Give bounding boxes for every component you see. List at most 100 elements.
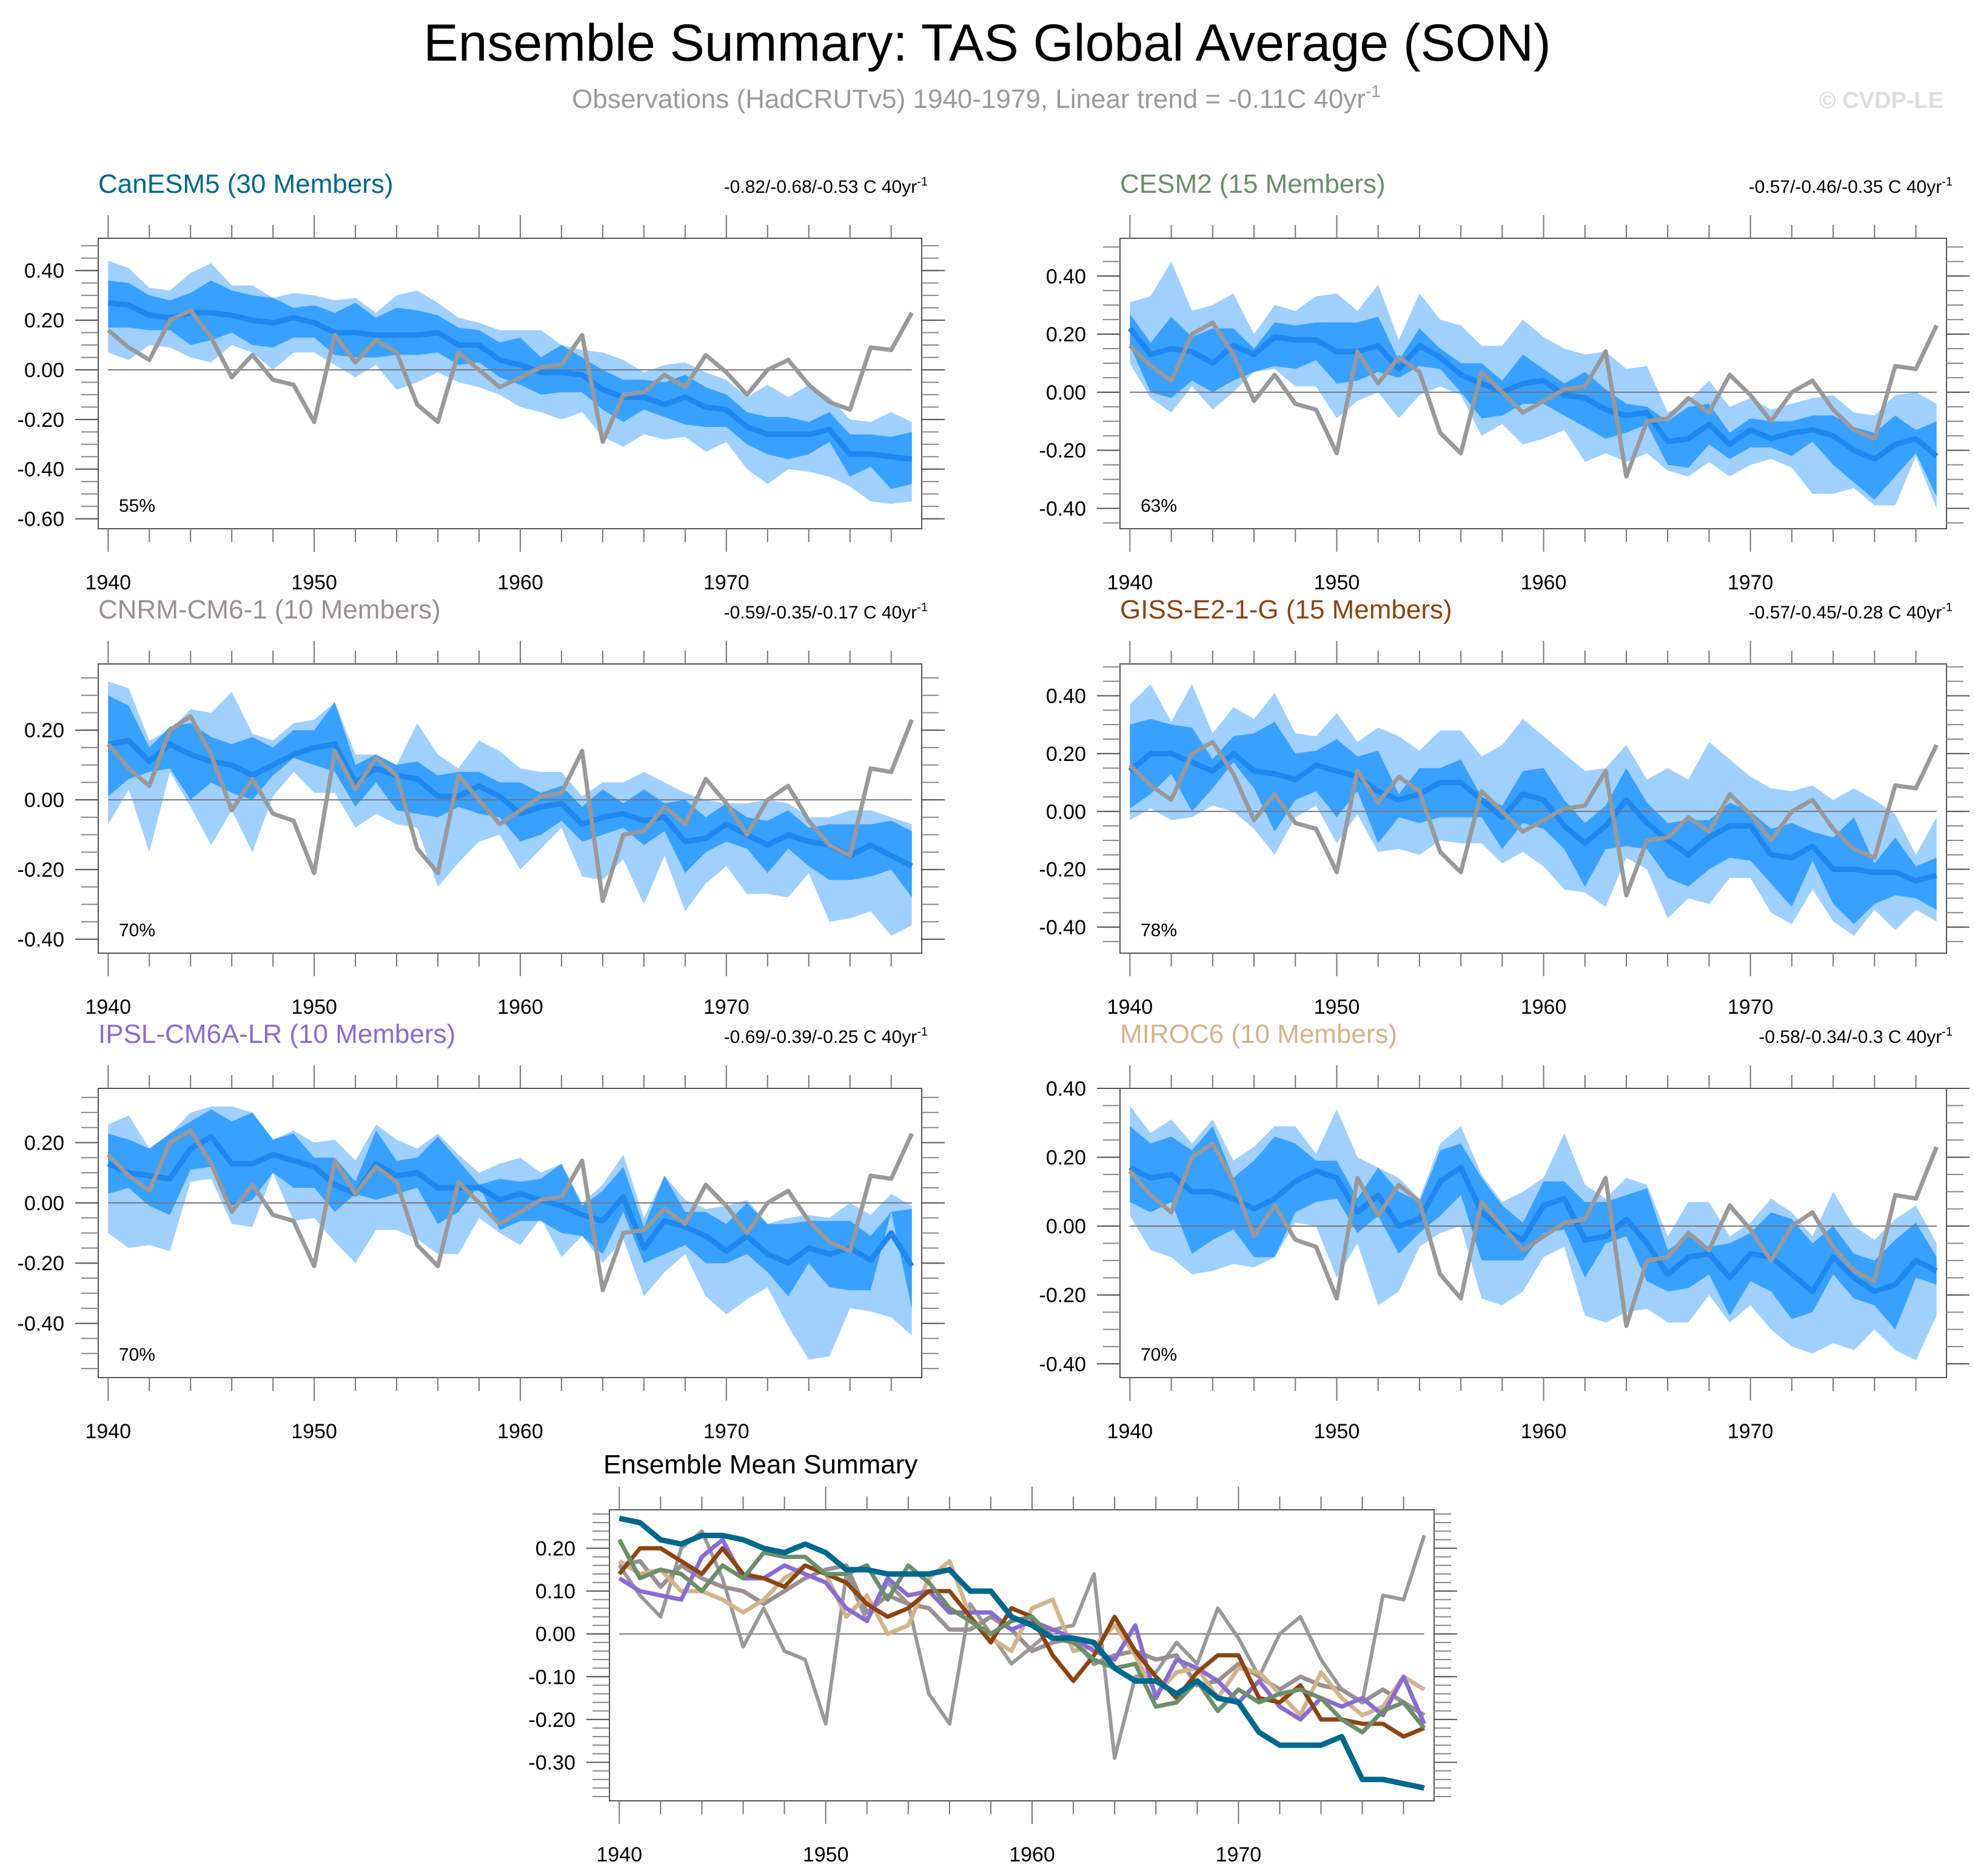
trend-label: -0.82/-0.68/-0.53 C 40yr-1 — [724, 175, 928, 197]
x-tick-label: 1950 — [803, 1843, 849, 1866]
x-tick-label: 1960 — [1521, 1420, 1567, 1443]
trend-label-text: -0.59/-0.35/-0.17 C 40yr — [724, 603, 917, 623]
x-tick-label: 1960 — [1521, 571, 1567, 594]
x-tick-label: 1970 — [1728, 1420, 1774, 1443]
y-tick-label: -0.20 — [1039, 859, 1087, 882]
x-tick-label: 1940 — [1107, 571, 1153, 594]
y-tick-label: 0.20 — [1046, 743, 1086, 766]
x-tick-label: 1960 — [497, 996, 543, 1019]
y-tick-label: 0.00 — [24, 789, 64, 812]
y-tick-label: -0.20 — [1039, 1284, 1087, 1307]
trend-label-text: -0.58/-0.34/-0.3 C 40yr — [1759, 1027, 1942, 1047]
y-tick-label: -0.40 — [18, 1313, 65, 1336]
trend-label: -0.57/-0.45/-0.28 C 40yr-1 — [1749, 601, 1953, 623]
x-tick-label: 1960 — [497, 571, 543, 594]
percent-label: 70% — [1141, 1345, 1177, 1365]
observations-line — [106, 1128, 914, 1293]
y-tick-label: -0.20 — [1039, 440, 1087, 463]
x-tick-label: 1940 — [85, 571, 131, 594]
x-tick-label: 1970 — [703, 996, 749, 1019]
observations-line — [107, 308, 914, 444]
figure-subtitle-text: Observations (HadCRUTv5) 1940-1979, Line… — [572, 84, 1366, 114]
series-line-cnrm-cm6-1 — [619, 1559, 1426, 1717]
x-tick-label: 1940 — [596, 1843, 642, 1866]
ensemble-mean-line — [107, 737, 913, 869]
y-tick-label: 0.00 — [24, 359, 64, 382]
panel-title: CESM2 (15 Members) — [1120, 169, 1386, 199]
trend-label: -0.59/-0.35/-0.17 C 40yr-1 — [724, 601, 928, 623]
x-tick-label: 1970 — [1728, 571, 1774, 594]
x-tick-label: 1950 — [1314, 571, 1360, 594]
ensemble-mean-line — [107, 1134, 914, 1268]
x-tick-label: 1970 — [703, 1420, 749, 1443]
series-line-miroc6 — [618, 1559, 1426, 1718]
panel-title: IPSL-CM6A-LR (10 Members) — [98, 1019, 455, 1049]
ensemble-mean-line — [1128, 1165, 1938, 1295]
panel-miroc6: MIROC6 (10 Members) -0.58/-0.34/-0.3 C 40… — [1039, 1019, 1970, 1443]
y-tick-label: 0.20 — [1046, 323, 1086, 346]
x-tick-label: 1940 — [1107, 1420, 1153, 1443]
y-tick-label: 0.40 — [1046, 685, 1086, 708]
panel-title: MIROC6 (10 Members) — [1120, 1019, 1397, 1049]
x-tick-label: 1960 — [1009, 1843, 1055, 1866]
panel-title: CanESM5 (30 Members) — [98, 169, 394, 199]
panel-ipsl: IPSL-CM6A-LR (10 Members) -0.69/-0.39/-0.… — [18, 1019, 945, 1443]
figure-title: Ensemble Summary: TAS Global Average (SO… — [423, 14, 1551, 72]
x-tick-label: 1950 — [291, 1420, 337, 1443]
y-tick-label: -0.10 — [529, 1666, 576, 1689]
y-tick-label: 0.00 — [1046, 381, 1086, 404]
band-25-75 — [108, 695, 912, 898]
series-line-canesm5 — [619, 1515, 1425, 1791]
ensemble-mean-line — [1127, 326, 1939, 462]
y-tick-label: 0.10 — [535, 1580, 575, 1603]
series-line-observations — [617, 1529, 1426, 1760]
figure-subtitle-superscript: -1 — [1366, 82, 1381, 101]
trend-label: -0.58/-0.34/-0.3 C 40yr-1 — [1759, 1025, 1953, 1047]
percent-label: 63% — [1141, 496, 1177, 516]
y-tick-label: 0.40 — [24, 260, 64, 283]
y-tick-label: -0.20 — [18, 859, 65, 882]
observations-line — [1128, 1141, 1939, 1328]
panels-group: CanESM5 (30 Members) -0.82/-0.68/-0.53 C … — [18, 169, 1970, 1866]
y-tick-label: 0.20 — [1046, 1147, 1086, 1170]
y-tick-label: 0.00 — [1046, 800, 1086, 823]
trend-label: -0.69/-0.39/-0.25 C 40yr-1 — [724, 1025, 928, 1047]
y-tick-label: 0.20 — [24, 1131, 64, 1154]
trend-label-superscript: -1 — [917, 1025, 928, 1039]
copyright-label: © CVDP-LE — [1819, 88, 1943, 113]
x-tick-label: 1940 — [1107, 996, 1153, 1019]
panel-cesm2: CESM2 (15 Members) -0.57/-0.46/-0.35 C 40… — [1039, 169, 1970, 594]
panel-summary: Ensemble Mean Summary 1940 1950 1960 1970 0.2… — [529, 1450, 1457, 1866]
plot-frame — [1119, 238, 1947, 529]
summary-title: Ensemble Mean Summary — [603, 1450, 917, 1479]
observations-line — [1128, 320, 1939, 479]
y-tick-label: -0.20 — [529, 1709, 576, 1732]
x-tick-label: 1940 — [85, 1420, 131, 1443]
percent-label: 78% — [1141, 920, 1177, 940]
trend-label-text: -0.69/-0.39/-0.25 C 40yr — [724, 1027, 917, 1047]
x-tick-label: 1940 — [85, 996, 131, 1019]
trend-label-text: -0.57/-0.46/-0.35 C 40yr — [1749, 177, 1942, 197]
ensemble-mean-line — [107, 300, 913, 462]
plot-frame — [1119, 663, 1947, 954]
trend-label-text: -0.82/-0.68/-0.53 C 40yr — [724, 177, 917, 197]
band-25-75 — [1130, 313, 1937, 500]
y-tick-label: 0.20 — [24, 309, 64, 332]
y-tick-label: -0.20 — [18, 1252, 65, 1275]
x-tick-label: 1950 — [291, 996, 337, 1019]
y-tick-label: 0.20 — [24, 719, 64, 742]
x-tick-label: 1950 — [1314, 996, 1360, 1019]
panel-title: GISS-E2-1-G (15 Members) — [1120, 595, 1452, 625]
percent-label: 70% — [119, 920, 155, 940]
y-tick-label: 0.00 — [535, 1623, 575, 1646]
trend-label-superscript: -1 — [917, 175, 928, 189]
trend-label-superscript: -1 — [1942, 1025, 1953, 1039]
y-tick-label: -0.40 — [18, 928, 65, 951]
figure-subtitle: Observations (HadCRUTv5) 1940-1979, Line… — [572, 82, 1381, 114]
trend-label-superscript: -1 — [1942, 175, 1953, 189]
ensemble-mean-line — [1128, 751, 1937, 884]
percent-label: 55% — [119, 496, 155, 516]
y-tick-label: 0.00 — [1046, 1215, 1086, 1238]
x-tick-label: 1970 — [703, 571, 749, 594]
